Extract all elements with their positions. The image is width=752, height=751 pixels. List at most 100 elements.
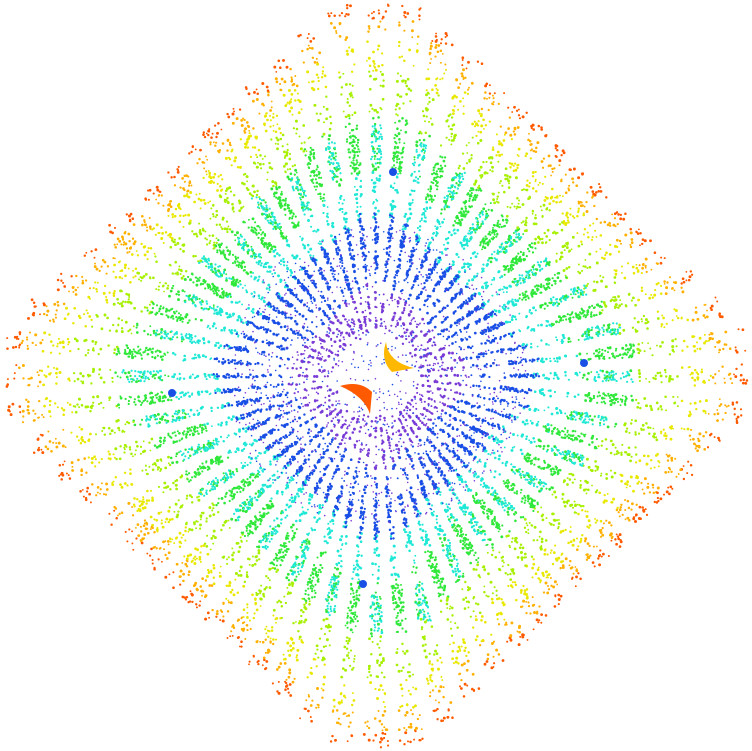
ray-dot [337, 467, 341, 471]
ray-blob-dot [612, 373, 615, 376]
ray-dot [445, 443, 448, 446]
ray-dot [238, 545, 242, 549]
ray-dot [702, 434, 705, 438]
ray-dot [390, 555, 393, 558]
ray-blob-dot [550, 470, 553, 473]
ray-dot [195, 557, 198, 560]
ray-dot [668, 426, 672, 429]
ray-blob-dot [415, 585, 418, 589]
ray-dot [374, 429, 378, 433]
ray-blob-dot [626, 380, 629, 383]
ray-blob-dot [454, 527, 457, 530]
ray-dot [446, 515, 449, 518]
ray-dot [688, 365, 691, 369]
ray-dot [329, 740, 333, 743]
ray-dot [297, 488, 301, 492]
blue-streak-dot [299, 466, 302, 469]
ray-dot [326, 445, 329, 448]
blue-streak-dot [502, 428, 505, 431]
blue-streak-dot [487, 423, 491, 426]
ray-dot [605, 477, 609, 480]
ray-dot [670, 470, 673, 473]
blue-streak-dot [323, 473, 326, 476]
ray-dot [232, 593, 236, 597]
ray-dot [739, 379, 742, 382]
ray-dot [212, 566, 216, 570]
ray-blob-dot [451, 569, 454, 573]
ray-dot [446, 404, 450, 408]
ray-dot [432, 510, 435, 513]
ray-dot [397, 495, 400, 498]
ray-dot [423, 610, 426, 613]
ray-dot [442, 695, 445, 699]
ray-dot [643, 477, 647, 481]
ray-dot [322, 452, 326, 456]
ray-dot [380, 737, 384, 741]
ray-blob-dot [578, 439, 582, 443]
ray-dot [564, 374, 567, 377]
ray-blob-dot [587, 415, 590, 418]
ray-dot [321, 696, 324, 699]
ray-blob-dot [580, 412, 583, 415]
ray-blob-dot [371, 601, 374, 604]
ray-dot [264, 638, 267, 641]
ray-dot [552, 585, 556, 589]
ray-dot [403, 652, 407, 655]
ray-dot [284, 688, 287, 691]
ray-blob-dot [311, 590, 314, 593]
ray-blob-dot [303, 554, 306, 557]
blue-streak-dot [513, 415, 516, 419]
ray-dot [649, 404, 652, 408]
ray-blob-dot [513, 472, 517, 475]
ray-dot [570, 411, 573, 414]
ray-dot [404, 713, 407, 717]
ray-dot [383, 736, 386, 740]
ray-dot [570, 503, 574, 507]
ray-dot [403, 471, 407, 475]
ray-dot [212, 582, 216, 586]
ray-dot [300, 608, 303, 612]
ray-dot [389, 505, 392, 508]
ray-dot [367, 738, 371, 742]
ray-blob-dot [613, 378, 616, 381]
ray-dot [148, 554, 152, 557]
ray-dot [376, 643, 379, 646]
ray-dot [709, 433, 712, 437]
ray-dot [241, 509, 245, 513]
ray-blob-dot [269, 507, 272, 510]
ray-dot [416, 383, 419, 386]
ray-dot [376, 582, 379, 585]
ray-dot [508, 413, 512, 417]
ray-dot [433, 460, 436, 463]
ray-dot [464, 646, 467, 650]
blue-streak-dot [537, 375, 541, 378]
ray-dot [434, 649, 437, 653]
ray-dot [231, 558, 235, 562]
ray-blob-dot [453, 529, 456, 532]
ray-blob-dot [459, 575, 462, 578]
ray-dot [420, 374, 424, 378]
ray-dot [428, 660, 431, 663]
ray-dot [396, 573, 400, 577]
ray-dot [189, 590, 192, 593]
ray-blob-dot [426, 606, 430, 609]
ray-dot [375, 547, 379, 550]
ray-blob-dot [265, 539, 268, 542]
ray-blob-dot [297, 570, 300, 574]
ray-dot [408, 549, 411, 553]
ray-dot [406, 477, 409, 480]
ray-dot [497, 653, 501, 656]
ray-dot [340, 560, 343, 563]
ray-dot [446, 506, 450, 509]
ray-dot [529, 440, 533, 444]
ray-dot [424, 643, 427, 646]
ray-dot [231, 588, 234, 592]
ray-blob-dot [528, 502, 531, 505]
ray-blob-dot [248, 503, 251, 506]
ray-dot [451, 649, 455, 653]
ray-blob-dot [614, 372, 618, 375]
ray-dot [352, 416, 356, 420]
ray-dot [702, 409, 706, 413]
ray-dot [590, 469, 594, 473]
ray-dot [366, 676, 369, 679]
